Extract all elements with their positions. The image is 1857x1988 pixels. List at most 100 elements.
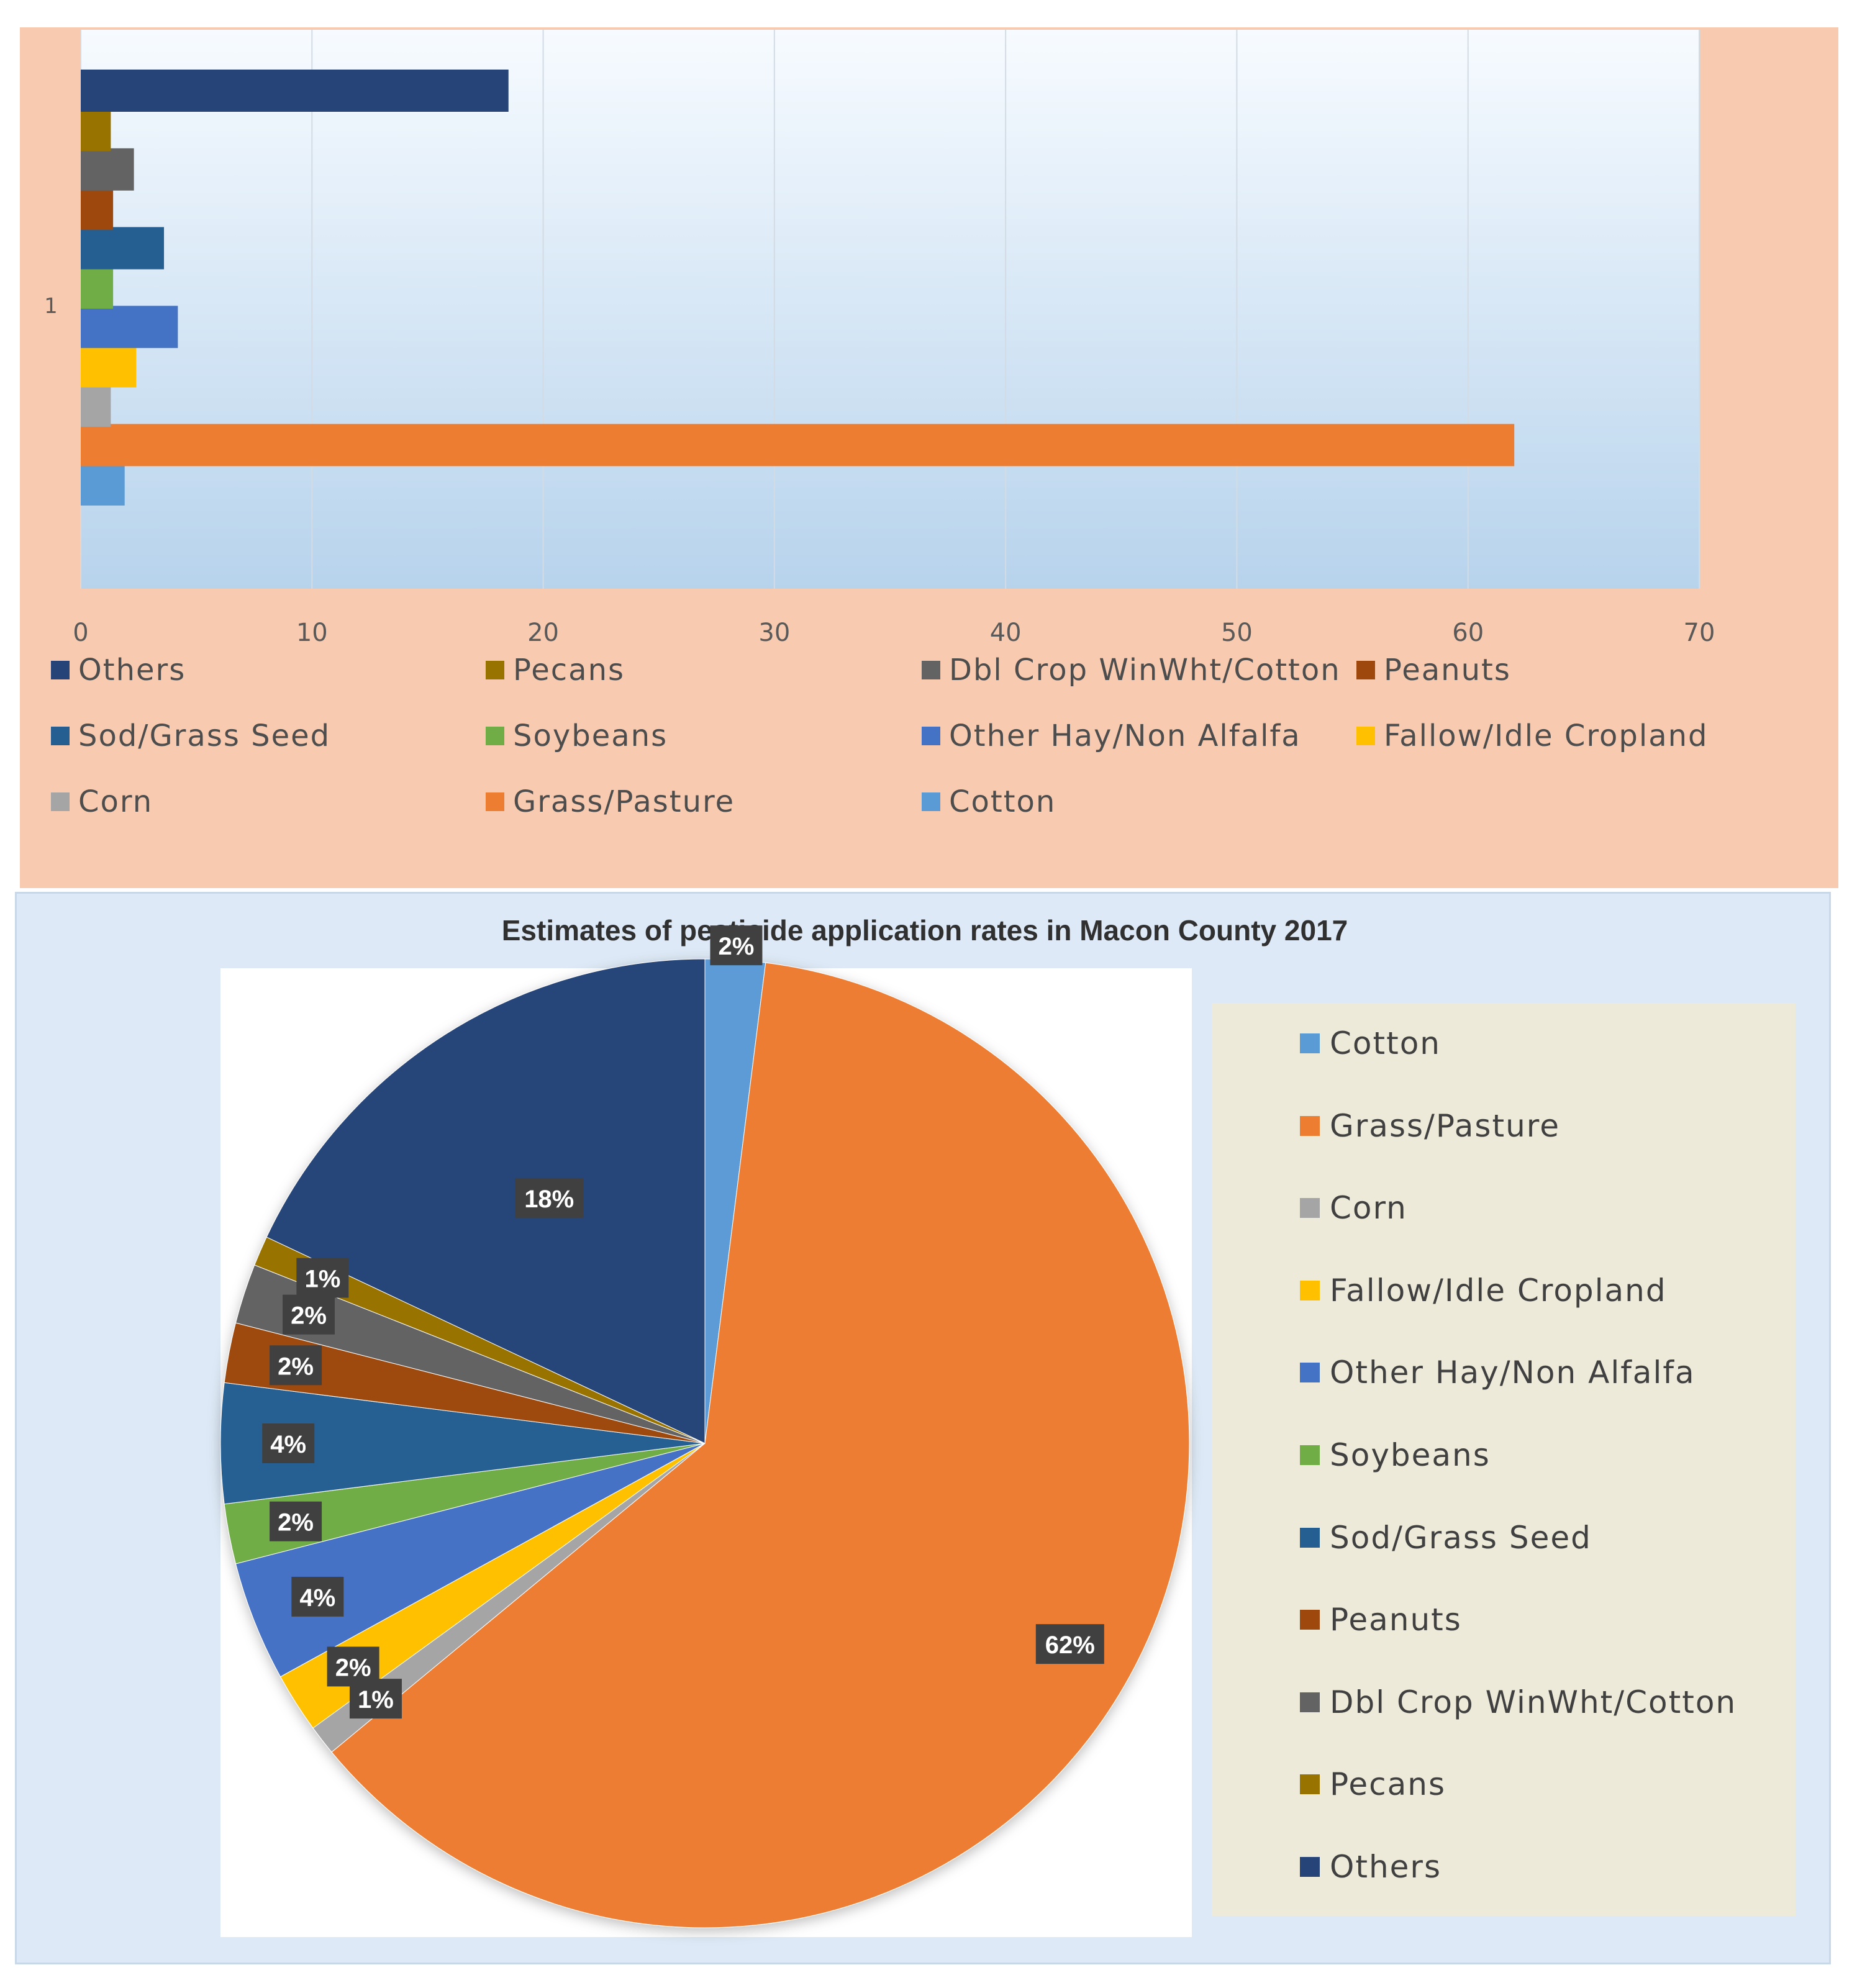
legend-swatch [1300, 1363, 1320, 1383]
legend-label: Pecans [513, 653, 625, 688]
legend-swatch [51, 661, 70, 679]
legend-label: Corn [1330, 1190, 1407, 1227]
data-label-text: 2% [719, 933, 755, 960]
pie-slice-others [266, 958, 706, 1444]
x-tick-label: 30 [758, 619, 790, 647]
bar-other-hay-non-alfalfa [81, 306, 178, 348]
legend-label: Dbl Crop WinWht/Cotton [1330, 1684, 1737, 1720]
legend-swatch [922, 661, 940, 679]
bar-cotton [81, 463, 125, 506]
legend-label: Other Hay/Non Alfalfa [949, 719, 1301, 753]
legend-swatch [1300, 1033, 1320, 1053]
legend-label: Others [78, 653, 186, 688]
data-label-box [515, 1178, 584, 1218]
legend-label: Corn [78, 784, 153, 819]
pie-legend: Cotton Grass/Pasture Corn Fallow/Idle Cropl… [1212, 1003, 1796, 1916]
legend-label: Soybeans [513, 719, 668, 753]
pie-legend-item-pecans: Pecans [1300, 1766, 1446, 1802]
pie-slice-other-hay-non-alfalfa [235, 1443, 706, 1677]
legend-label: Peanuts [1384, 653, 1511, 688]
data-label-box [327, 1646, 379, 1687]
legend-item-grass-pasture: Grass/Pasture [486, 784, 735, 819]
data-label-other-hay-non-alfalfa: 4% [291, 1576, 344, 1617]
bar-chart: 0 10 20 30 40 50 60 70 1 [44, 30, 1715, 647]
data-label-text: 2% [278, 1353, 314, 1380]
x-tick-label: 70 [1684, 619, 1715, 647]
legend-swatch [922, 792, 940, 811]
bar-pecans [81, 109, 111, 152]
pie-slice-sod-grass-seed [220, 1382, 706, 1505]
legend-swatch [51, 792, 70, 811]
data-label-text: 62% [1045, 1632, 1095, 1659]
legend-swatch [1300, 1610, 1320, 1630]
legend-label: Sod/Grass Seed [78, 719, 331, 753]
legend-label: Others [1330, 1849, 1442, 1885]
legend-swatch [1300, 1857, 1320, 1877]
legend-label: Other Hay/Non Alfalfa [1330, 1355, 1696, 1391]
legend-item-other-hay-non-alfalfa: Other Hay/Non Alfalfa [922, 719, 1301, 753]
legend-swatch [1300, 1527, 1320, 1548]
x-tick-label: 40 [990, 619, 1022, 647]
pie-slices [220, 958, 1190, 1928]
data-label-text: 2% [335, 1654, 371, 1681]
bar-chart-panel: 0 10 20 30 40 50 60 70 1 Others Pecans Dbl Crop Wi… [20, 27, 1838, 888]
data-label-grass-pasture: 62% [1035, 1624, 1104, 1664]
legend-label: Dbl Crop WinWht/Cotton [949, 653, 1341, 688]
category-label: 1 [44, 294, 58, 319]
data-label-pecans: 1% [296, 1258, 349, 1298]
pie-slice-grass-pasture [331, 962, 1190, 1928]
data-label-text: 1% [358, 1686, 394, 1713]
bar-corn [81, 384, 111, 427]
legend-swatch [1300, 1115, 1320, 1136]
pie-legend-item-grass-pasture: Grass/Pasture [1300, 1108, 1560, 1144]
legend-swatch [1300, 1774, 1320, 1795]
bar-sod-grass-seed [81, 227, 165, 270]
data-label-text: 1% [304, 1266, 340, 1293]
data-label-text: 18% [524, 1186, 574, 1213]
data-label-peanuts: 2% [270, 1345, 322, 1386]
data-label-box [291, 1576, 344, 1617]
legend-label: Soybeans [1330, 1437, 1491, 1473]
data-label-text: 4% [270, 1431, 306, 1458]
data-label-box [283, 1294, 335, 1335]
data-label-box [1035, 1624, 1104, 1664]
data-label-text: 2% [291, 1302, 327, 1330]
x-tick-label: 60 [1452, 619, 1484, 647]
legend-swatch [1356, 727, 1375, 745]
legend-item-pecans: Pecans [486, 653, 625, 688]
pie-legend-item-soybeans: Soybeans [1300, 1437, 1491, 1473]
bar-others [81, 70, 509, 112]
legend-label: Fallow/Idle Cropland [1384, 719, 1709, 753]
data-label-box [262, 1423, 315, 1463]
legend-swatch [1300, 1280, 1320, 1300]
bar-dbl-crop-winwht-cotton [81, 148, 134, 191]
legend-item-others: Others [51, 653, 186, 688]
legend-item-peanuts: Peanuts [1356, 653, 1511, 688]
legend-item-fallow-idle-cropland: Fallow/Idle Cropland [1356, 719, 1709, 753]
data-label-text: 4% [299, 1584, 335, 1612]
legend-label: Cotton [949, 784, 1056, 819]
legend-item-dbl-crop-winwht-cotton: Dbl Crop WinWht/Cotton [922, 653, 1341, 688]
legend-item-corn: Corn [51, 784, 153, 819]
data-label-text: 2% [278, 1509, 314, 1536]
data-label-box [710, 925, 763, 966]
bar-peanuts [81, 188, 114, 230]
pie-legend-item-others: Others [1300, 1849, 1442, 1885]
data-label-box [296, 1258, 349, 1298]
pie-chart-title: Estimates of pesticide application rates… [501, 914, 1348, 946]
legend-label: Pecans [1330, 1766, 1446, 1803]
legend-swatch [922, 727, 940, 745]
legend-swatch [1300, 1445, 1320, 1465]
legend-swatch [486, 792, 504, 811]
pie-chart: 2% 62% 1% 2% 4% 2% 4% 2% 2% 1% 18% [220, 925, 1192, 1937]
pie-legend-item-dbl-crop-winwht-cotton: Dbl Crop WinWht/Cotton [1300, 1684, 1737, 1720]
legend-swatch [1300, 1692, 1320, 1712]
bar-grass-pasture [81, 424, 1515, 466]
data-label-sod-grass-seed: 4% [262, 1423, 315, 1463]
pie-legend-item-corn: Corn [1300, 1190, 1407, 1226]
x-tick-label: 0 [73, 619, 88, 647]
pie-chart-panel: Estimates of pesticide application rates… [15, 892, 1831, 1964]
x-tick-label: 20 [527, 619, 559, 647]
legend-swatch [486, 661, 504, 679]
data-label-fallow-idle-cropland: 2% [327, 1646, 379, 1687]
